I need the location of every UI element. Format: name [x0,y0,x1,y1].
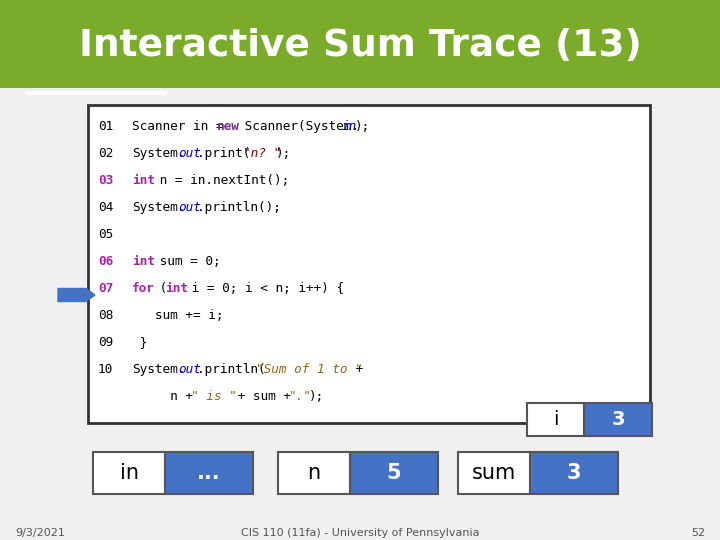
Text: in: in [120,463,138,483]
Text: n = in.nextInt();: n = in.nextInt(); [152,174,289,187]
Text: i = 0; i < n; i++) {: i = 0; i < n; i++) { [184,282,345,295]
Text: .print(: .print( [197,147,251,160]
Text: 07: 07 [98,282,113,295]
Text: out: out [178,363,201,376]
Text: 03: 03 [98,174,113,187]
Text: sum: sum [472,463,516,483]
Text: 04: 04 [98,201,113,214]
Text: sum = 0;: sum = 0; [152,255,220,268]
Text: 3: 3 [567,463,581,483]
FancyBboxPatch shape [93,452,165,494]
Text: Scanner(System.: Scanner(System. [237,120,359,133]
Text: );: ); [355,120,370,133]
Text: );: ); [309,390,324,403]
Text: );: ); [276,147,292,160]
Text: 52: 52 [691,528,705,538]
Text: Scanner in =: Scanner in = [132,120,231,133]
Text: .println(: .println( [197,363,266,376]
Text: for: for [132,282,155,295]
Text: }: } [132,336,148,349]
Text: int: int [132,255,155,268]
Text: 01: 01 [98,120,113,133]
FancyBboxPatch shape [88,105,650,423]
FancyBboxPatch shape [0,0,720,88]
Text: "Sum of 1 to ": "Sum of 1 to " [256,363,363,376]
Text: 09: 09 [98,336,113,349]
Text: .println();: .println(); [197,201,282,214]
Text: 05: 05 [98,228,113,241]
Text: System.: System. [132,147,185,160]
Text: int: int [132,174,155,187]
Text: n: n [307,463,320,483]
Text: out: out [178,201,201,214]
Text: out: out [178,147,201,160]
Text: 02: 02 [98,147,113,160]
FancyBboxPatch shape [278,452,350,494]
Text: System.: System. [132,201,185,214]
FancyBboxPatch shape [350,452,438,494]
Text: ...: ... [197,463,221,483]
Text: 5: 5 [387,463,401,483]
Text: "n? ": "n? " [243,147,282,160]
Text: 08: 08 [98,309,113,322]
Text: System.: System. [132,363,185,376]
FancyBboxPatch shape [527,403,584,436]
FancyBboxPatch shape [165,452,253,494]
Text: 9/3/2021: 9/3/2021 [15,528,65,538]
Text: 3: 3 [611,410,625,429]
Text: (: ( [152,282,167,295]
Text: i: i [553,410,558,429]
FancyArrow shape [58,288,95,301]
FancyBboxPatch shape [458,452,530,494]
Text: CIS 110 (11fa) - University of Pennsylvania: CIS 110 (11fa) - University of Pennsylva… [240,528,480,538]
Text: +: + [348,363,364,376]
FancyBboxPatch shape [530,452,618,494]
FancyBboxPatch shape [584,403,652,436]
Text: 06: 06 [98,255,113,268]
Text: n +: n + [132,390,201,403]
Text: " is ": " is " [191,390,237,403]
Text: 10: 10 [98,363,113,376]
Text: new: new [217,120,240,133]
Text: Interactive Sum Trace (13): Interactive Sum Trace (13) [78,28,642,64]
Text: ".": "." [289,390,312,403]
Text: + sum +: + sum + [230,390,299,403]
Text: sum += i;: sum += i; [132,309,223,322]
Text: in: in [341,120,357,133]
Text: int: int [165,282,188,295]
